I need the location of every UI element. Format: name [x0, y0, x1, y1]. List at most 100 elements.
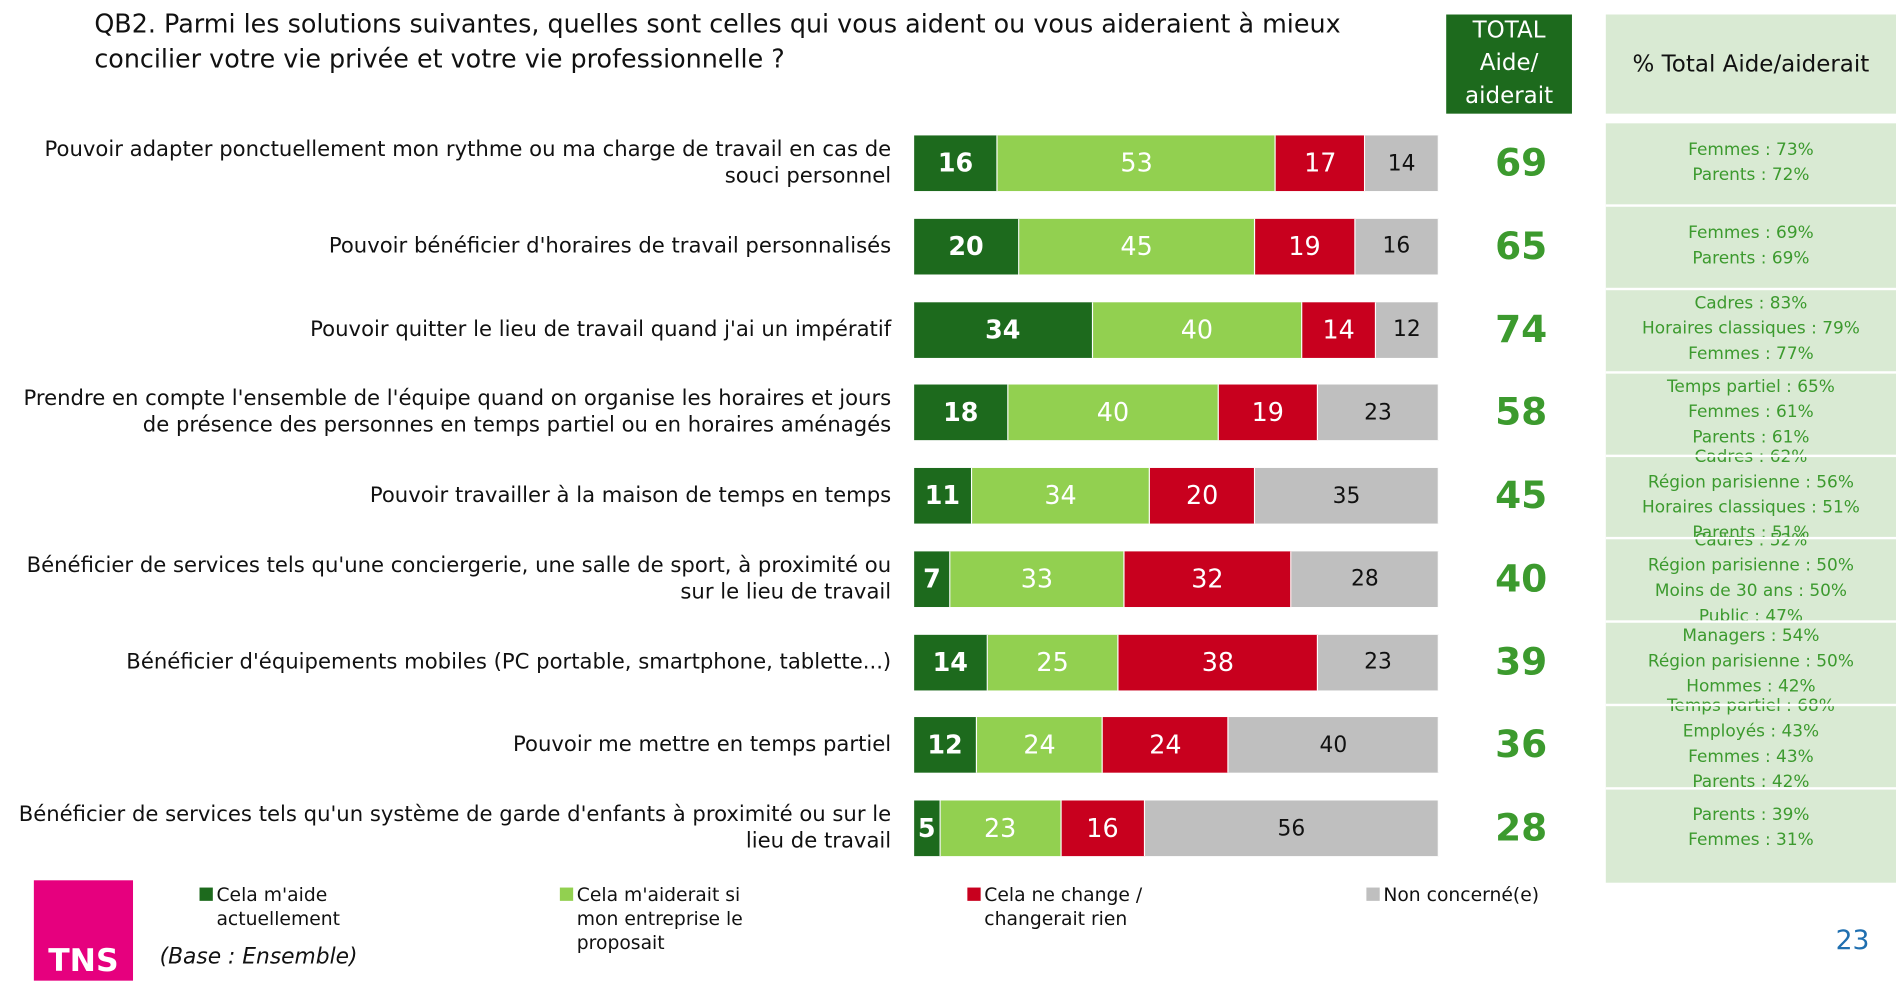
value-label: 32 — [1191, 564, 1224, 594]
bar-segment: 45 — [1019, 218, 1256, 275]
value-label: 56 — [1277, 815, 1306, 841]
breakdown-line: Cadres : 83% — [1694, 293, 1808, 314]
value-label: 14 — [932, 647, 968, 677]
total-value: 69 — [1495, 141, 1548, 186]
breakdown-line: Femmes : 73% — [1688, 140, 1814, 160]
value-label: 35 — [1332, 483, 1361, 509]
legend-item: Cela m'aiderait si mon entreprise le pro… — [559, 883, 766, 956]
category-label: Bénéficier d'équipements mobiles (PC por… — [126, 649, 892, 675]
value-label: 40 — [1096, 398, 1130, 428]
breakdown-header-box — [1605, 14, 1896, 114]
bar-segment: 20 — [914, 218, 1020, 275]
breakdown: Cadres : 52% Région parisienne : 50% Moins… — [1606, 528, 1896, 630]
value-label: 34 — [985, 314, 1021, 345]
value-label: 17 — [1304, 148, 1337, 178]
legend-item: Cela ne change / changerait rien — [967, 883, 1173, 931]
total-value: 45 — [1495, 474, 1548, 518]
bar-segment: 12 — [914, 717, 978, 773]
bar-segment: 20 — [1150, 467, 1256, 524]
legend-label: Cela m'aide actuellement — [216, 883, 340, 930]
breakdown-line: Femmes : 43% — [1688, 747, 1814, 767]
category-label: Bénéficier de services tels qu'une conci… — [26, 553, 892, 605]
legend-swatch — [199, 887, 213, 901]
breakdown-line: Région parisienne : 50% — [1647, 651, 1854, 672]
bar-segment: 16 — [1354, 218, 1439, 275]
breakdown-line: Région parisienne : 56% — [1647, 472, 1854, 493]
bar-segment: 14 — [914, 634, 988, 690]
value-label: 7 — [923, 564, 941, 594]
breakdown-line: Hommes : 42% — [1686, 677, 1816, 697]
bar-segment: 34 — [914, 301, 1093, 358]
value-label: 19 — [1288, 231, 1321, 261]
value-label: 23 — [1364, 649, 1392, 675]
breakdown-header: % Total Aide/aiderait — [1632, 50, 1870, 78]
breakdown-line: Femmes : 61% — [1688, 402, 1814, 422]
logo: TNS — [48, 943, 119, 980]
bar-segment: 32 — [1124, 551, 1292, 607]
breakdown-line: Horaires classiques : 79% — [1641, 319, 1860, 339]
bar-segment: 35 — [1255, 467, 1439, 524]
breakdown-line: Femmes : 31% — [1688, 830, 1814, 851]
bar-segment: 17 — [1276, 135, 1366, 192]
breakdown-line: Temps partiel : 68% — [1666, 696, 1835, 717]
total-value: 58 — [1495, 390, 1548, 435]
total-value: 74 — [1495, 307, 1548, 352]
breakdown: Temps partiel : 65% Femmes : 61% Parents :… — [1606, 375, 1896, 451]
category-label: Pouvoir bénéficier d'horaires de travail… — [328, 234, 892, 259]
bar-segment: 12 — [1375, 301, 1439, 358]
bar-segment: 23 — [1318, 634, 1439, 690]
bar-segment: 53 — [998, 135, 1277, 192]
bar-segment: 19 — [1218, 384, 1319, 441]
value-label: 28 — [1350, 566, 1379, 592]
breakdown: Femmes : 73% Parents : 72% — [1606, 138, 1896, 189]
bar-segment: 23 — [940, 800, 1062, 857]
bar-segment: 25 — [987, 634, 1119, 690]
legend-item: Non concerné(e) — [1366, 883, 1559, 907]
value-label: 40 — [1319, 732, 1348, 758]
breakdown: Cadres : 83% Horaires classiques : 79% Fem… — [1606, 291, 1896, 367]
legend-label: Cela ne change / changerait rien — [984, 883, 1143, 930]
value-label: 25 — [1036, 647, 1069, 677]
totals-header: TOTAL Aide/ aiderait — [1446, 14, 1572, 114]
row-separator — [1605, 204, 1896, 208]
breakdown: Temps partiel : 68% Employés : 43% Femmes … — [1606, 694, 1896, 796]
breakdown-line: Moins de 30 ans : 50% — [1654, 581, 1847, 601]
value-label: 16 — [1382, 233, 1411, 260]
breakdown-column — [1605, 123, 1896, 883]
value-label: 34 — [1044, 481, 1077, 511]
legend-label: Cela m'aiderait si mon entreprise le pro… — [576, 883, 743, 955]
bar-segment: 7 — [914, 551, 951, 607]
value-label: 12 — [927, 730, 963, 760]
value-label: 33 — [1020, 564, 1054, 594]
bar-segment: 14 — [1302, 301, 1376, 358]
breakdown-line: Parents : 39% — [1692, 805, 1810, 825]
row-separator — [1605, 786, 1896, 790]
value-label: 24 — [1149, 730, 1182, 760]
legend-swatch — [1366, 887, 1380, 901]
category-label: Pouvoir travailler à la maison de temps … — [369, 483, 892, 508]
value-label: 18 — [943, 398, 979, 428]
total-value: 36 — [1495, 723, 1548, 767]
bar-segment: 28 — [1291, 551, 1439, 607]
category-label: Pouvoir quitter le lieu de travail quand… — [310, 317, 892, 342]
row-separator — [1605, 454, 1896, 457]
value-label: 12 — [1392, 316, 1421, 343]
value-label: 53 — [1120, 148, 1153, 178]
total-value: 28 — [1495, 806, 1548, 851]
value-label: 14 — [1322, 314, 1355, 345]
page-number: 23 — [1835, 926, 1870, 957]
value-label: 38 — [1201, 647, 1235, 677]
breakdown-line: Employés : 43% — [1682, 722, 1820, 742]
value-label: 14 — [1387, 150, 1416, 176]
breakdown: Managers : 54% Région parisienne : 50% Hom… — [1606, 624, 1896, 700]
value-label: 16 — [937, 148, 974, 178]
total-value: 40 — [1495, 557, 1548, 601]
bar-segment: 16 — [1061, 800, 1146, 857]
breakdown-line: Parents : 72% — [1692, 165, 1810, 186]
category-label: Pouvoir me mettre en temps partiel — [513, 733, 892, 758]
breakdown-line: Horaires classiques : 51% — [1641, 498, 1860, 518]
breakdown-line: Femmes : 77% — [1688, 344, 1814, 364]
row-separator — [1605, 287, 1896, 291]
